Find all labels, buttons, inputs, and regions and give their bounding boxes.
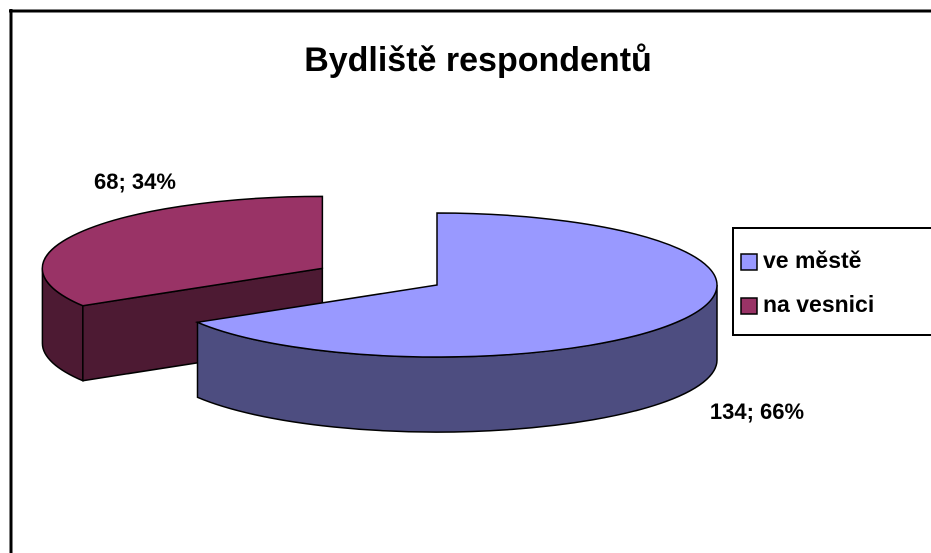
chart-title: Bydliště respondentů <box>304 41 652 79</box>
legend-swatch <box>740 297 758 315</box>
legend-label: ve městě <box>763 247 861 273</box>
legend-label: na vesnici <box>763 291 874 317</box>
slice <box>41 195 324 307</box>
slice <box>194 212 718 358</box>
legend-box <box>732 227 931 336</box>
legend-swatch <box>740 253 758 271</box>
data-label: 134; 66% <box>710 399 804 424</box>
data-label: 68; 34% <box>94 169 176 194</box>
